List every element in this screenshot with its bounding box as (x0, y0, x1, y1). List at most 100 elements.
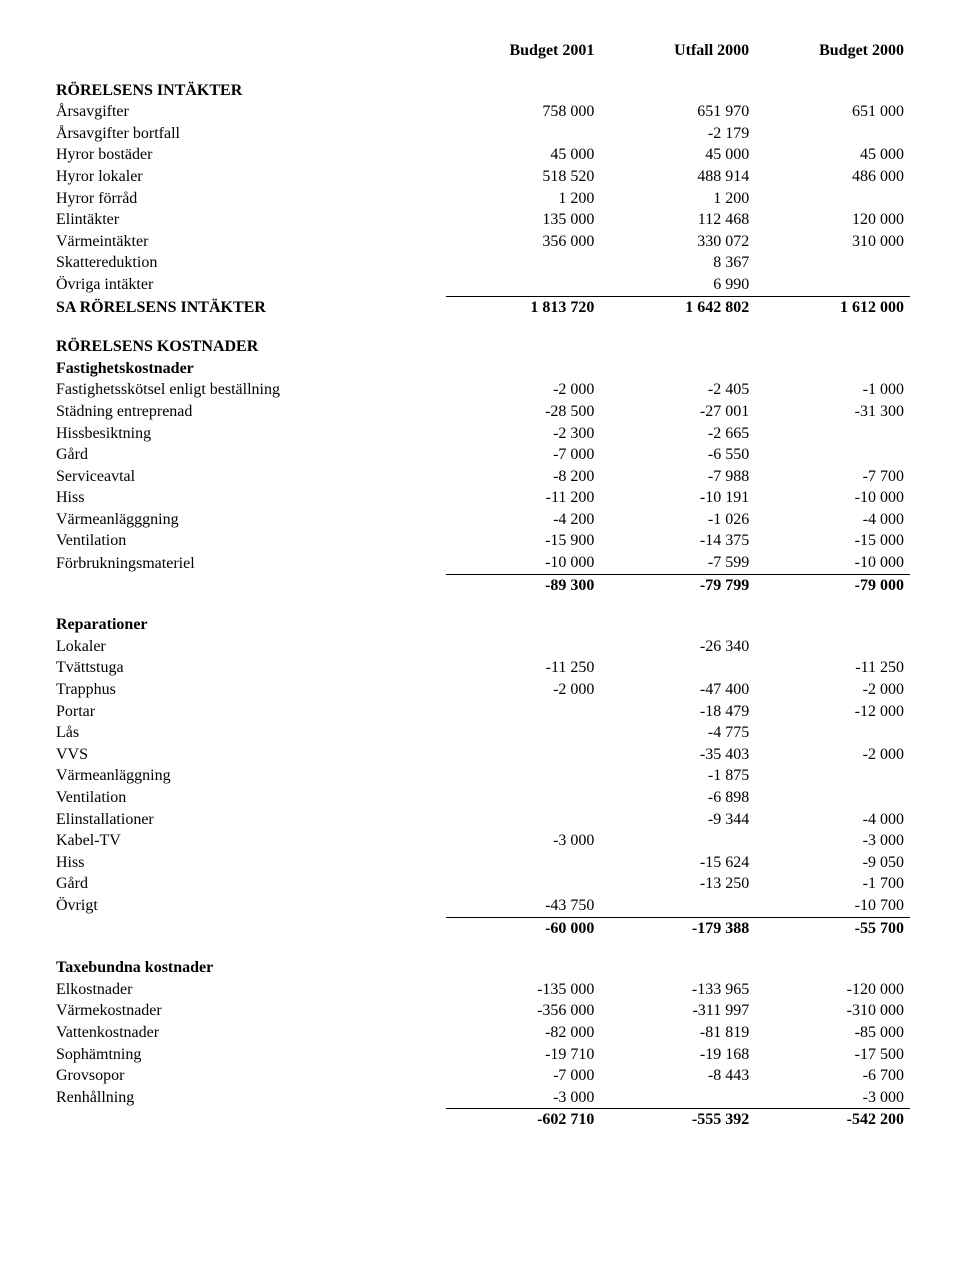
col-budget-2001: Budget 2001 (446, 40, 601, 62)
cell: -1 000 (755, 379, 910, 401)
cell (755, 636, 910, 658)
cell: -31 300 (755, 401, 910, 423)
cell: 120 000 (755, 209, 910, 231)
cell: -2 405 (600, 379, 755, 401)
cell: 758 000 (446, 101, 601, 123)
cell (755, 722, 910, 744)
cell: -55 700 (755, 917, 910, 939)
cell: -11 250 (755, 657, 910, 679)
table-row: Förbrukningsmateriel-10 000-7 599-10 000 (50, 552, 910, 574)
cell (446, 852, 601, 874)
table-row: Gård-7 000-6 550 (50, 444, 910, 466)
cell: -10 191 (600, 487, 755, 509)
section-title: RÖRELSENS INTÄKTER (50, 80, 910, 102)
cell: -82 000 (446, 1022, 601, 1044)
cell: 135 000 (446, 209, 601, 231)
row-label: Hyror lokaler (50, 166, 446, 188)
cell: -310 000 (755, 1000, 910, 1022)
table-row: Lokaler-26 340 (50, 636, 910, 658)
table-row: Sophämtning-19 710-19 168-17 500 (50, 1044, 910, 1066)
table-row: Hissbesiktning-2 300-2 665 (50, 423, 910, 445)
cell: -7 988 (600, 466, 755, 488)
table-row: Städning entreprenad-28 500-27 001-31 30… (50, 401, 910, 423)
cell (755, 252, 910, 274)
reparationer-title: Reparationer (50, 614, 446, 636)
row-label: Gård (50, 444, 446, 466)
cell: -15 000 (755, 530, 910, 552)
cell: 1 612 000 (755, 296, 910, 318)
cell: -4 000 (755, 809, 910, 831)
row-label: Städning entreprenad (50, 401, 446, 423)
table-row: Ventilation-15 900-14 375-15 000 (50, 530, 910, 552)
cell (446, 252, 601, 274)
cell: -13 250 (600, 873, 755, 895)
cell: 330 072 (600, 231, 755, 253)
cell: -15 900 (446, 530, 601, 552)
cell (446, 744, 601, 766)
cell (600, 830, 755, 852)
cell: -7 000 (446, 444, 601, 466)
cell: -19 710 (446, 1044, 601, 1066)
row-label: Årsavgifter (50, 101, 446, 123)
budget-table: Budget 2001 Utfall 2000 Budget 2000 RÖRE… (50, 40, 910, 1131)
sum-row: -602 710-555 392-542 200 (50, 1109, 910, 1131)
table-row: Elintäkter135 000112 468120 000 (50, 209, 910, 231)
row-label: Övriga intäkter (50, 274, 446, 296)
table-row: Hyror förråd1 2001 200 (50, 188, 910, 210)
cell: 486 000 (755, 166, 910, 188)
cell: -35 403 (600, 744, 755, 766)
cell: -14 375 (600, 530, 755, 552)
row-label: Värmeanlägggning (50, 509, 446, 531)
sum-row: -89 300-79 799-79 000 (50, 574, 910, 596)
cell (755, 274, 910, 296)
section-title: Fastighetskostnader (50, 358, 910, 380)
table-row: Renhållning-3 000-3 000 (50, 1087, 910, 1109)
cell: -43 750 (446, 895, 601, 917)
cell: 651 970 (600, 101, 755, 123)
fastighet-title: Fastighetskostnader (50, 358, 446, 380)
table-row: Elkostnader-135 000-133 965-120 000 (50, 979, 910, 1001)
row-label: Hiss (50, 852, 446, 874)
row-label: Värmekostnader (50, 1000, 446, 1022)
cell: 45 000 (446, 144, 601, 166)
cell: -2 300 (446, 423, 601, 445)
taxebundna-title: Taxebundna kostnader (50, 957, 446, 979)
cell: -4 775 (600, 722, 755, 744)
cell: -8 200 (446, 466, 601, 488)
cell: -85 000 (755, 1022, 910, 1044)
cell: -1 875 (600, 765, 755, 787)
cell: -6 550 (600, 444, 755, 466)
table-row: Trapphus-2 000-47 400-2 000 (50, 679, 910, 701)
table-row: Kabel-TV-3 000-3 000 (50, 830, 910, 852)
cell: -12 000 (755, 701, 910, 723)
cell: -15 624 (600, 852, 755, 874)
sum-row: SA RÖRELSENS INTÄKTER1 813 7201 642 8021… (50, 296, 910, 318)
cell (755, 423, 910, 445)
sum-label: SA RÖRELSENS INTÄKTER (50, 296, 446, 318)
row-label: Sophämtning (50, 1044, 446, 1066)
cell: -1 026 (600, 509, 755, 531)
row-label: Gård (50, 873, 446, 895)
row-label: Fastighetsskötsel enligt beställning (50, 379, 446, 401)
cell: -555 392 (600, 1109, 755, 1131)
table-row: Värmeanläggning-1 875 (50, 765, 910, 787)
cell: -2 000 (755, 744, 910, 766)
cell (600, 1087, 755, 1109)
cell: -9 050 (755, 852, 910, 874)
row-label: Elinstallationer (50, 809, 446, 831)
cell: 488 914 (600, 166, 755, 188)
table-row: Övriga intäkter6 990 (50, 274, 910, 296)
section-title: RÖRELSENS KOSTNADER (50, 336, 910, 358)
table-row: Övrigt-43 750-10 700 (50, 895, 910, 917)
cell: -2 000 (446, 679, 601, 701)
table-row: Hyror lokaler518 520488 914486 000 (50, 166, 910, 188)
row-label: Skattereduktion (50, 252, 446, 274)
table-row: Ventilation-6 898 (50, 787, 910, 809)
col-budget-2000: Budget 2000 (755, 40, 910, 62)
row-label: Årsavgifter bortfall (50, 123, 446, 145)
cell (755, 765, 910, 787)
table-row: Gård-13 250-1 700 (50, 873, 910, 895)
table-row: Lås-4 775 (50, 722, 910, 744)
cell: -179 388 (600, 917, 755, 939)
row-label: Hyror bostäder (50, 144, 446, 166)
